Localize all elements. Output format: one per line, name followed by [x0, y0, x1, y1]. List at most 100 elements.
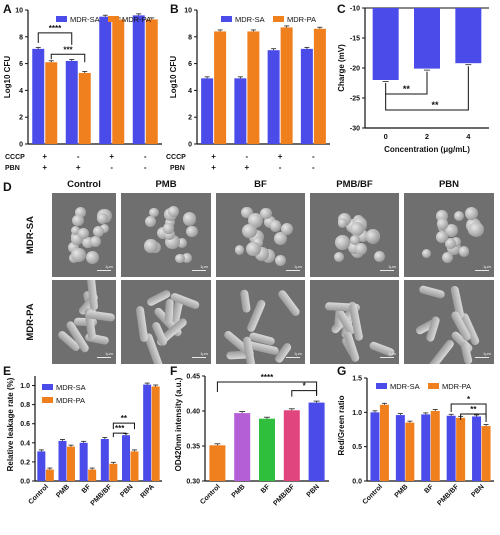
coccus-cell [165, 217, 175, 228]
bar [372, 8, 399, 80]
coccus-cell [365, 229, 379, 243]
bar [370, 412, 380, 481]
sign-pbn: + [76, 163, 81, 172]
coccus-cell [435, 210, 448, 223]
sign-pbn: + [211, 163, 216, 172]
legend-label: MDR-SA [70, 15, 100, 24]
rod-cell [239, 288, 251, 313]
bar [379, 404, 389, 481]
panel-letter-f: F [170, 364, 177, 378]
y-tick-label: 0.6 [20, 421, 30, 428]
x-tick-label-4: PBN [119, 483, 134, 498]
panel-letter-e: E [3, 364, 11, 378]
coccus-cell [181, 252, 192, 263]
x-tick-label-1: 2 [425, 132, 429, 141]
sem-image-mdr-sa-pmb: 1μm [121, 193, 211, 277]
bar [32, 48, 45, 144]
significance-label: ** [431, 100, 439, 110]
scale-bar-label: 1μm [483, 351, 491, 356]
bar-mdr-sa-3 [446, 413, 456, 481]
scale-bar [97, 270, 111, 271]
bar-od-1 [234, 411, 251, 481]
row-label-cccp: CCCP [5, 154, 25, 161]
x-tick-label-4: PBN [470, 483, 485, 498]
sem-image-mdr-sa-bf: 1μm [216, 193, 305, 277]
sem-image-mdr-pa-pmb-bf: 1μm [310, 280, 399, 364]
bar-mdr-sa-4 [122, 433, 130, 481]
coccus-cell [453, 211, 464, 222]
bar-mdr-sa-0 [370, 410, 380, 481]
scale-bar [475, 357, 489, 358]
x-tick-label-2: 4 [466, 132, 471, 141]
coccus-cell [269, 220, 282, 233]
y-tick-label: 0.8 [20, 402, 30, 409]
y-tick-label: 8 [188, 34, 192, 41]
rod-cell [277, 289, 302, 318]
legend: MDR-SA MDR-PA [56, 15, 151, 24]
legend: MDR-SA MDR-PA [42, 383, 86, 405]
y-axis-title: Charge (mV) [337, 44, 346, 92]
rod-cell [135, 305, 149, 343]
panel-letter-g: G [337, 364, 346, 378]
scale-bar [286, 270, 300, 271]
significance-bracket [50, 53, 86, 63]
sign-pbn: - [144, 163, 147, 172]
coccus-cell [274, 254, 287, 267]
coccus-cell [441, 251, 454, 263]
legend-swatch [273, 16, 284, 22]
sign-pbn: + [245, 163, 250, 172]
y-tick-label: 4 [188, 88, 192, 95]
bar [130, 451, 139, 481]
bar [472, 416, 482, 481]
coccus-cell [458, 246, 470, 257]
rod-cell [164, 298, 174, 324]
bar [65, 60, 78, 144]
y-tick-label: 0.45 [186, 374, 200, 381]
legend-swatch [221, 16, 232, 22]
x-tick-label-1: PMB [55, 483, 71, 499]
scale-bar [286, 357, 300, 358]
column-header-4: PBN [439, 179, 459, 190]
x-tick-label-3: PMB/BF [436, 483, 460, 507]
significance-c-1: ** [385, 71, 428, 95]
bar-mdr-pa-1 [247, 29, 260, 144]
bar-mdr-sa-1 [65, 59, 78, 144]
column-header-1: PMB [155, 179, 176, 190]
x-tick-label-0: 0 [384, 132, 388, 141]
coccus-cell [82, 236, 94, 249]
bar-mdr-pa-1 [67, 444, 75, 481]
bar [99, 16, 112, 145]
coccus-cell [281, 222, 294, 236]
legend-swatch [42, 397, 53, 403]
bar-mdr-pa-3 [109, 461, 118, 481]
y-tick-label: 2 [188, 115, 192, 122]
coccus-cell [72, 215, 84, 227]
panel-letter-d: D [3, 180, 12, 194]
coccus-cell [374, 251, 386, 263]
y-tick-label: 0.30 [186, 479, 200, 486]
coccus-cell [242, 223, 257, 239]
y-tick-label: -15 [350, 36, 360, 43]
coccus-cell [445, 238, 456, 249]
sem-image-mdr-sa-pbn: 1μm [404, 193, 494, 277]
sign-cccp: + [278, 152, 283, 161]
bar [79, 442, 88, 481]
bar-od-3 [283, 408, 300, 481]
sign-pbn: - [312, 163, 315, 172]
y-tick-label: 0.5 [352, 444, 362, 451]
column-header-0: Control [67, 179, 101, 190]
bar [405, 422, 415, 481]
bar-mdr-sa-2 [267, 48, 280, 145]
bar-mdr-sa-1 [58, 439, 67, 481]
significance-label: *** [63, 45, 73, 54]
significance-a-2: *** [50, 45, 86, 63]
bar-mdr-sa-3 [100, 437, 109, 481]
bar-mdr-pa-0 [45, 467, 54, 481]
legend-label: MDR-PA [442, 382, 471, 391]
x-tick-label-2: BF [260, 483, 272, 495]
coccus-cell [163, 228, 175, 241]
significance-bracket [385, 66, 469, 111]
bar [455, 8, 482, 64]
sem-image-mdr-pa-bf: 1μm [216, 280, 305, 364]
row-label-cccp: CCCP [166, 154, 186, 161]
